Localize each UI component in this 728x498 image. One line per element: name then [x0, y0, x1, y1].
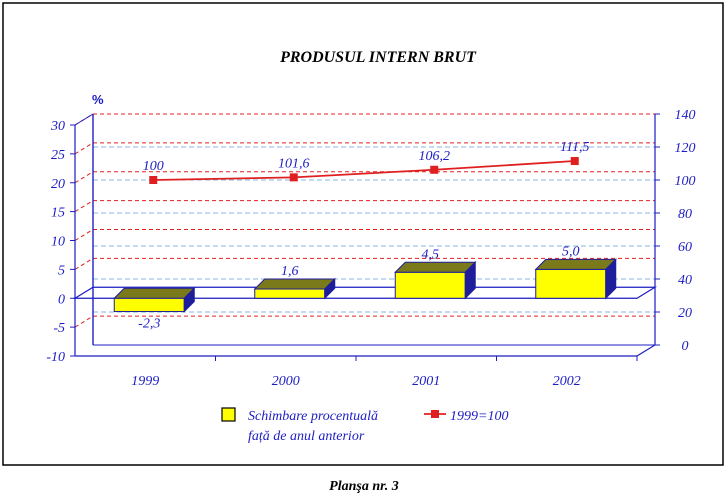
bar-front: [113, 297, 185, 313]
y-axis-unit: %: [92, 92, 104, 107]
x-tick-label: 2002: [553, 374, 581, 389]
bar-front: [394, 271, 466, 299]
y-right-tick-label: 0: [682, 339, 689, 354]
bar-front: [254, 288, 326, 299]
y-left-tick-label: -10: [46, 350, 65, 365]
chart-title: PRODUSUL INTERN BRUT: [279, 49, 477, 66]
bar-side: [324, 277, 336, 300]
y-left-tick-label: 20: [51, 177, 65, 192]
bar: [394, 261, 477, 300]
line-point: [430, 165, 439, 174]
legend-bar-label-line2: față de anul anterior: [248, 429, 365, 444]
caption: Planşa nr. 3: [329, 479, 399, 494]
data-labels: -2,3 1,6 4,5 5,0 100 101,6 106,2 111,5: [138, 140, 589, 332]
line-value-label: 100: [143, 159, 164, 174]
line-point: [289, 173, 298, 182]
y-left-tick-label: 30: [50, 119, 65, 134]
chart-frame: [2, 2, 724, 466]
y-right-tick-label: 80: [678, 207, 692, 222]
y-right-tick-label: 140: [675, 108, 696, 123]
legend-bar-label-line1: Schimbare procentuală: [248, 409, 378, 424]
bar-top: [113, 287, 196, 299]
bar: [534, 258, 617, 300]
line-series-path: [153, 160, 575, 181]
bar-top: [534, 258, 617, 270]
bar-value-label: 4,5: [422, 247, 440, 262]
bar: [113, 287, 196, 313]
grid-diag-line: [74, 315, 94, 328]
bar-front: [535, 268, 607, 299]
bar: [253, 277, 336, 300]
bar-side: [464, 261, 476, 300]
y-left-tick-label: -5: [53, 321, 65, 336]
grid-diag-line: [74, 229, 94, 241]
y-right-tick-label: 40: [678, 273, 692, 288]
bar-side: [183, 287, 195, 313]
line-series: [149, 157, 579, 184]
legend-line-label: 1999=100: [450, 409, 508, 424]
floor-right-edge: [636, 344, 656, 357]
y-right-tick-label: 20: [678, 306, 692, 321]
y-left-tick-label: 25: [51, 148, 65, 163]
left-axis-top: [74, 113, 94, 126]
grid-diag-line: [74, 200, 94, 213]
line-value-label: 111,5: [560, 140, 589, 155]
y-right-tick-label: 60: [678, 240, 692, 255]
legend-bar-swatch: [221, 407, 236, 422]
bar-value-label: 5,0: [562, 244, 580, 259]
grid-diag-line: [74, 257, 94, 270]
y-left-tick-label: 0: [58, 292, 65, 307]
x-tick-label: 1999: [131, 374, 159, 389]
legend-line-marker: [431, 410, 439, 418]
y-left-tick-label: 15: [51, 206, 65, 221]
grid-diag-line: [74, 142, 94, 155]
y-right-tick-label: 100: [675, 174, 696, 189]
x-tick-label: 2000: [272, 374, 300, 389]
legend: Schimbare procentuală față de anul anteri…: [221, 407, 508, 444]
bar-top: [253, 278, 336, 290]
y-left-tick-label: 10: [51, 235, 65, 250]
bar-series: [113, 258, 617, 313]
bar-top: [394, 261, 477, 273]
line-point: [570, 157, 579, 166]
x-tick-label: 2001: [412, 374, 440, 389]
y-left-tick-label: 5: [58, 263, 65, 278]
grid-diag-line: [74, 171, 94, 184]
bar-value-label: -2,3: [138, 317, 160, 332]
line-point: [149, 176, 158, 184]
bar-value-label: 1,6: [281, 264, 299, 279]
line-value-label: 101,6: [278, 156, 310, 171]
line-value-label: 106,2: [419, 149, 451, 164]
y-right-tick-label: 120: [675, 141, 696, 156]
bar-side: [605, 258, 617, 300]
